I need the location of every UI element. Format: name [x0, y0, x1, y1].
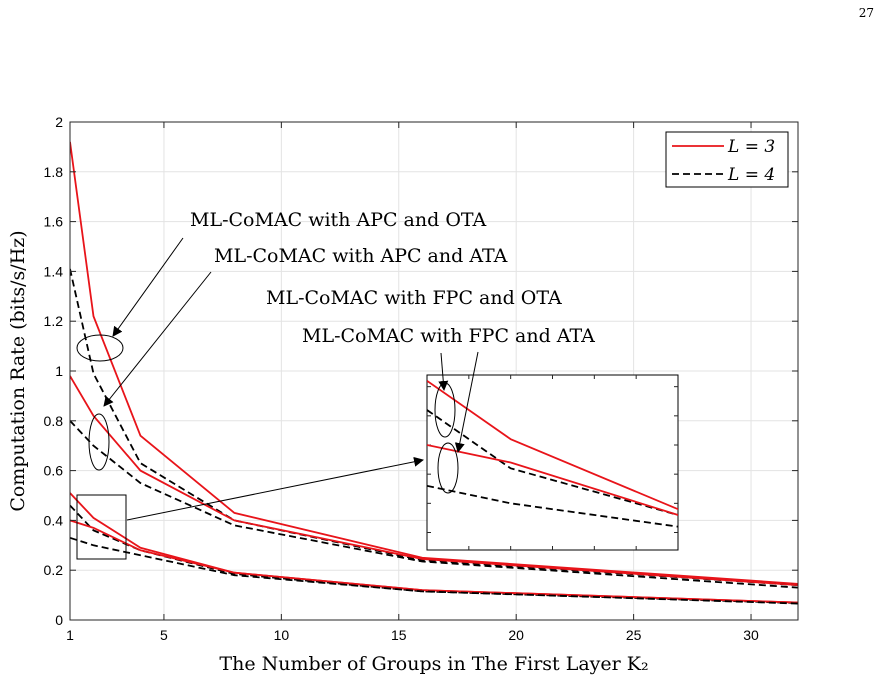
- inset-ellipse-fpc-ata: [437, 442, 459, 494]
- y-tick-label: 0: [55, 612, 63, 628]
- y-axis-label: Computation Rate (bits/s/Hz): [7, 230, 29, 511]
- x-tick-label: 25: [626, 627, 642, 643]
- series-layer: [70, 141, 798, 605]
- inset-series-line: [427, 484, 678, 528]
- legend-label-l4: L = 4: [727, 165, 775, 185]
- y-tick-label: 1: [55, 363, 63, 379]
- annotation-apc-ata: ML-CoMAC with APC and ATA: [214, 245, 508, 267]
- y-tick-label: 0.6: [44, 463, 64, 479]
- x-tick-label: 30: [743, 627, 759, 643]
- series-line: [70, 375, 798, 587]
- series-line: [70, 141, 798, 585]
- series-line: [70, 420, 798, 589]
- axes: [69, 121, 799, 621]
- annotation-fpc-ota: ML-CoMAC with FPC and OTA: [266, 287, 562, 309]
- arrow-apc-ota: [112, 237, 184, 337]
- y-tick-label: 0.4: [44, 512, 64, 528]
- series-line: [70, 519, 798, 604]
- x-tick-label: 5: [160, 627, 168, 643]
- legend: L = 3 L = 4: [665, 131, 789, 188]
- zoom-arrow: [126, 456, 424, 521]
- annotations: ML-CoMAC with APC and OTA ML-CoMAC with …: [76, 209, 595, 560]
- x-tick-label: 15: [391, 627, 407, 643]
- y-tick-label: 1.6: [44, 214, 64, 230]
- arrow-fpc-ata: [454, 351, 479, 453]
- annotation-apc-ota: ML-CoMAC with APC and OTA: [190, 209, 487, 231]
- y-tick-label: 1.4: [44, 263, 64, 279]
- y-tick-label: 0.8: [44, 413, 64, 429]
- series-line: [70, 536, 798, 605]
- y-tick-label: 1.8: [44, 164, 64, 180]
- inset-series-line: [427, 380, 678, 511]
- annotation-fpc-ata: ML-CoMAC with FPC and ATA: [302, 325, 595, 347]
- y-tick-label: 2: [55, 114, 63, 130]
- y-tick-label: 1.2: [44, 313, 64, 329]
- arrow-fpc-ota: [438, 352, 449, 391]
- x-tick-label: 10: [274, 627, 290, 643]
- x-tick-label: 1: [66, 627, 74, 643]
- arrow-apc-ata: [103, 271, 212, 407]
- page-number: 27: [858, 6, 874, 20]
- y-tick-label: 0.2: [44, 562, 64, 578]
- x-tick-label: 20: [508, 627, 524, 643]
- ellipse-apc-ota: [76, 334, 124, 362]
- inset-plot: [426, 351, 679, 551]
- x-axis-label: The Number of Groups in The First Layer …: [219, 653, 648, 675]
- ellipse-apc-ata: [88, 413, 110, 471]
- inset-series-line: [427, 444, 678, 516]
- zoom-region-box: [76, 494, 127, 560]
- series-line: [70, 268, 798, 587]
- legend-label-l3: L = 3: [727, 137, 775, 157]
